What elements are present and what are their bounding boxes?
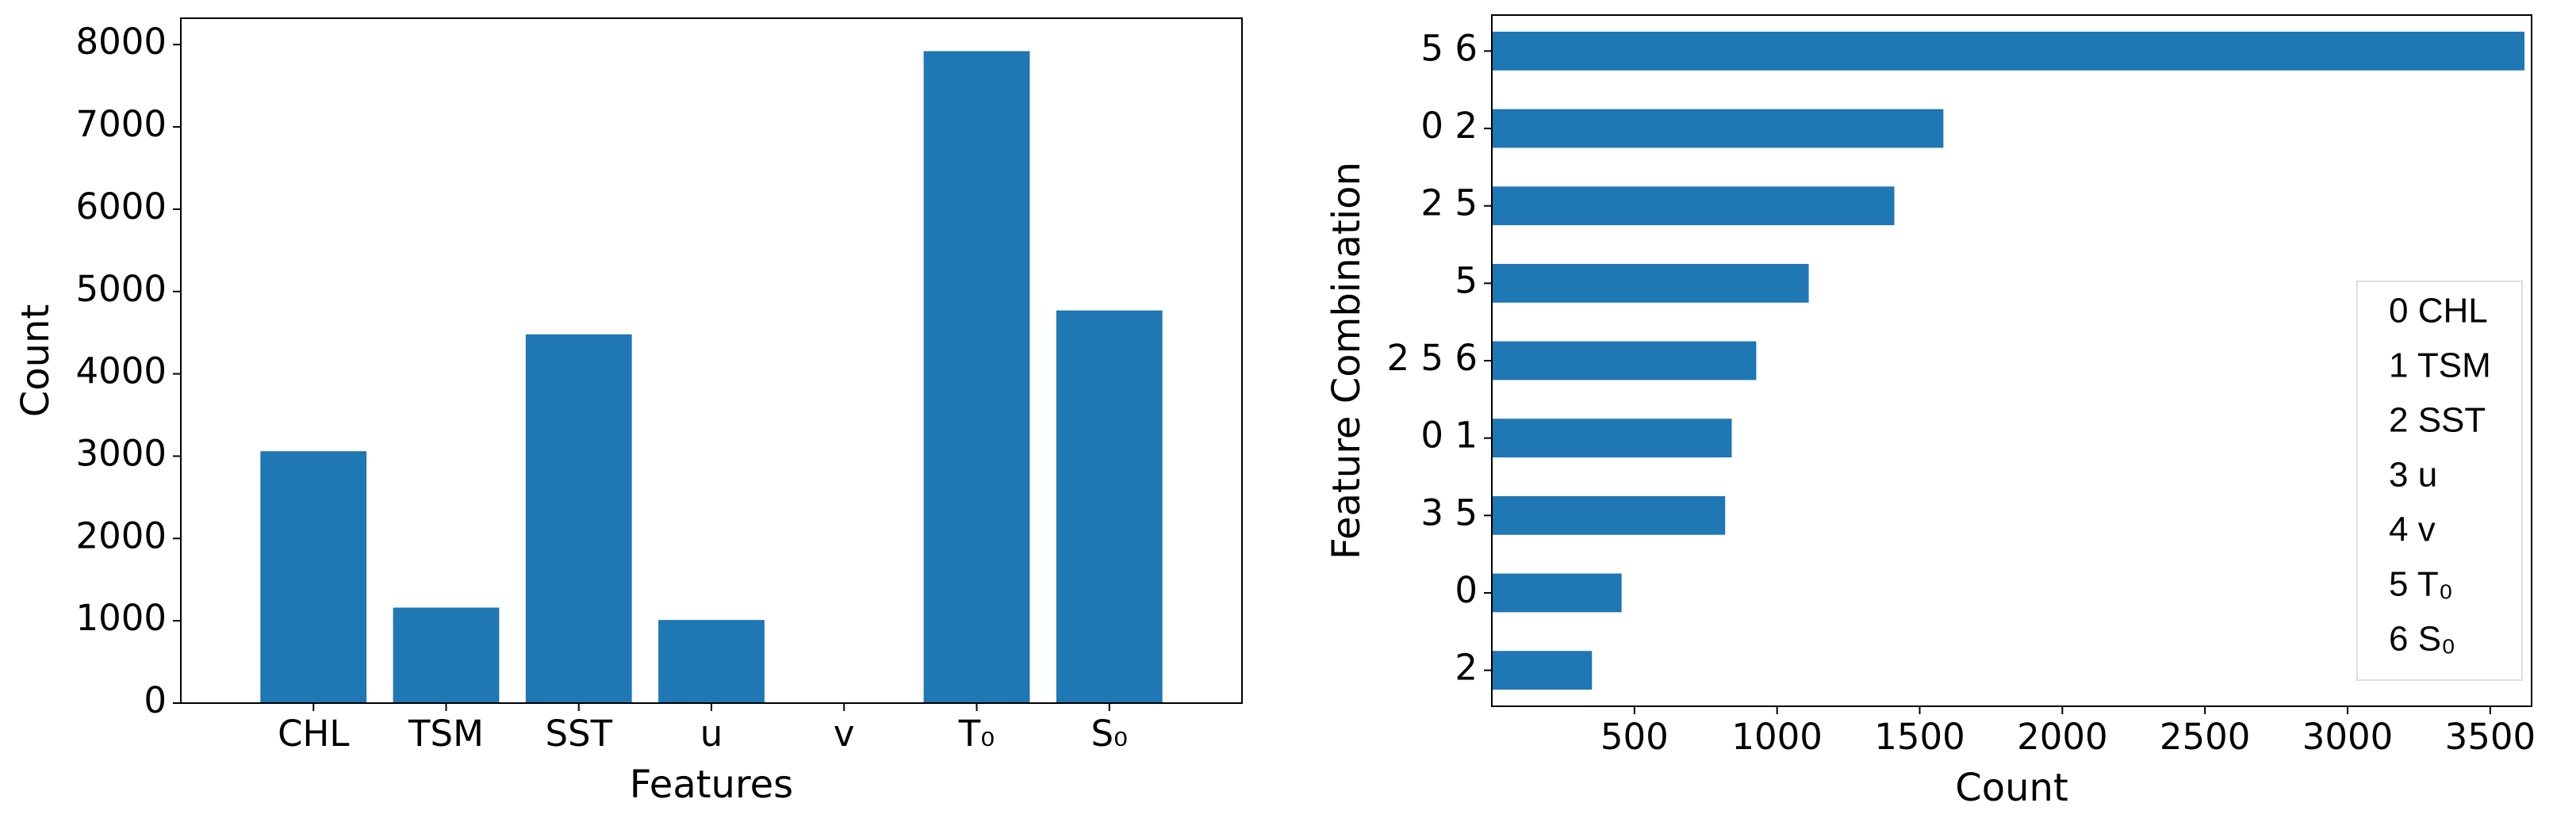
y-tick-label: 0 [144,679,167,721]
bar [1492,31,2525,71]
annotation-line: 2 SST [2389,401,2486,440]
x-axis-label: Count [1955,766,2068,810]
bar [1492,341,1757,380]
x-tick-label: T₀ [958,713,995,755]
bar [923,51,1030,704]
annotation-line: 1 TSM [2389,346,2491,385]
bar [1492,651,1593,690]
y-tick-label: 2 5 [1420,182,1478,224]
y-axis-label: Feature Combination [1324,162,1369,560]
x-tick-label: S₀ [1091,713,1128,755]
y-tick-label: 0 [1455,569,1478,611]
annotation-line: 5 T₀ [2389,565,2453,604]
x-tick-label: 2000 [2017,716,2108,758]
bar [393,607,500,703]
x-tick-label: 1500 [1874,716,1965,758]
x-tick-label: CHL [278,713,349,755]
y-tick-label: 4000 [75,350,167,392]
bar [658,620,765,703]
y-tick-label: 7000 [75,103,167,145]
annotation-line: 0 CHL [2389,292,2488,331]
annotation-line: 3 u [2389,456,2437,495]
bar [525,334,632,703]
bar [1492,186,1895,226]
y-tick-label: 1000 [75,597,167,639]
y-tick-label: 5 [1455,259,1478,301]
bar [1492,109,1944,148]
annotation-line: 4 v [2389,510,2436,549]
y-tick-label: 0 1 [1420,415,1478,457]
y-tick-label: 8000 [75,21,167,63]
bar [260,451,367,703]
bar [1492,495,1726,535]
y-tick-label: 5 6 [1420,27,1478,69]
plot-frame [1491,14,2532,707]
x-tick-label: u [700,713,723,755]
plot-frame [180,17,1243,704]
x-tick-label: SST [545,713,612,755]
bar [1492,419,1732,458]
x-tick-label: 3000 [2302,716,2394,758]
y-tick-label: 2 5 6 [1387,337,1478,379]
y-tick-label: 3000 [75,432,167,474]
x-axis-label: Features [630,763,793,807]
x-tick-label: v [834,713,855,755]
y-tick-label: 3 5 [1420,491,1478,533]
x-tick-label: 3500 [2445,716,2536,758]
x-tick-label: 2500 [2160,716,2251,758]
annotation-line: 6 S₀ [2389,620,2455,659]
bar [1492,573,1622,613]
y-tick-label: 2000 [75,514,167,556]
annotation-box [2356,281,2523,681]
y-tick-label: 5000 [75,268,167,310]
x-tick-label: 1000 [1731,716,1823,758]
y-tick-label: 2 [1455,647,1478,689]
x-tick-label: TSM [408,713,484,755]
y-tick-label: 6000 [75,185,167,227]
y-tick-label: 0 2 [1420,105,1478,147]
bar [1056,310,1163,703]
x-tick-label: 500 [1600,716,1669,758]
bar [1492,263,1809,303]
y-axis-label: Count [13,304,58,418]
